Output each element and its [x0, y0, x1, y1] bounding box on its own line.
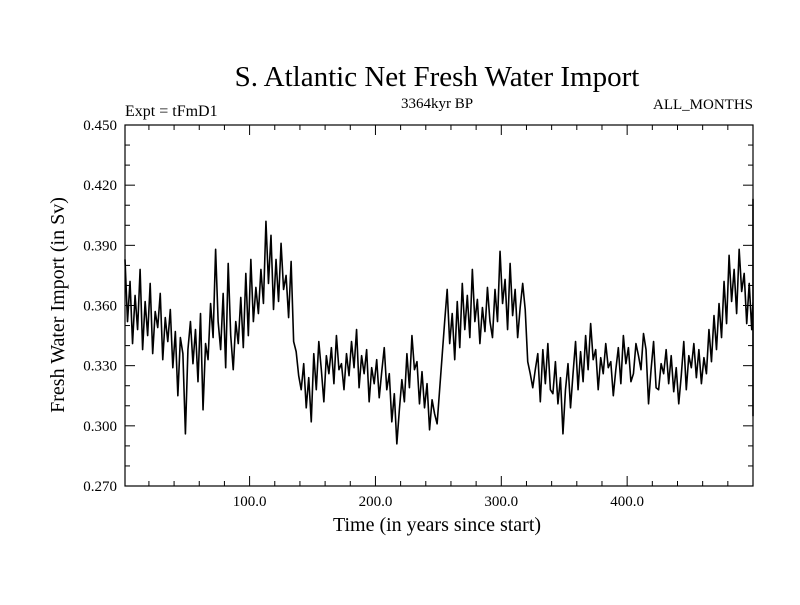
y-axis-label: Fresh Water Import (in Sv) [47, 197, 69, 413]
chart-subtitle: 3364kyr BP [401, 96, 473, 112]
plot-area: 100.0 200.0 300.0 400.0 0.270 0.300 0.330 0.360… [83, 118, 754, 510]
x-tick-label: 200.0 [359, 494, 393, 510]
x-tick-label: 100.0 [233, 494, 267, 510]
chart-title: S. Atlantic Net Fresh Water Import [235, 61, 640, 93]
y-tick-label: 0.420 [83, 178, 117, 194]
y-tick-label: 0.330 [83, 359, 117, 375]
y-tick-label: 0.360 [83, 299, 117, 315]
months-label: ALL_MONTHS [653, 97, 753, 113]
y-tick-label: 0.390 [83, 238, 117, 254]
x-axis-label: Time (in years since start) [333, 514, 541, 536]
y-tick-label: 0.450 [83, 118, 117, 134]
x-tick-label: 400.0 [610, 494, 644, 510]
x-tick-label: 300.0 [484, 494, 518, 510]
plot-frame [124, 124, 754, 487]
experiment-label: Expt = tFmD1 [125, 103, 218, 120]
series-line [124, 198, 754, 445]
y-tick-label: 0.300 [83, 419, 117, 435]
y-tick-label: 0.270 [83, 479, 117, 495]
